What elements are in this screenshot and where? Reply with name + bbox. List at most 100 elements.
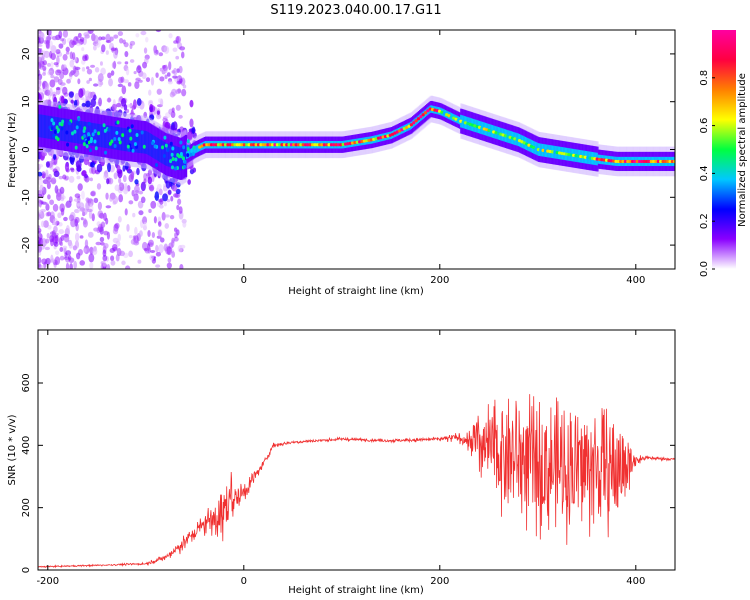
noise-blob: [93, 83, 99, 87]
ridge-core: [654, 159, 658, 164]
ridge-mid: [141, 130, 144, 154]
speckle-blob: [124, 161, 129, 170]
ridge-core: [233, 143, 237, 147]
speckle-blob: [192, 167, 197, 173]
noise-blob: [68, 72, 73, 77]
noise-blob: [38, 62, 42, 70]
ridge-left-blob: [113, 143, 117, 148]
speckle-blob: [38, 171, 43, 177]
ridge-core: [619, 159, 623, 164]
noise-blob: [110, 70, 115, 76]
noise-blob: [62, 30, 69, 38]
speckle-blob: [186, 131, 193, 141]
noise-blob: [164, 223, 170, 229]
ridge-core: [268, 143, 272, 147]
noise-blob: [166, 199, 171, 203]
ridge-mid: [157, 138, 161, 162]
ridge-core: [668, 159, 672, 164]
ridge-core: [353, 140, 357, 145]
noise-blob: [177, 198, 182, 205]
ridge-left-blob: [87, 140, 91, 145]
ridge-core: [202, 143, 207, 147]
ridge-core: [285, 143, 289, 147]
ridge-core: [228, 143, 232, 147]
noise-blob: [99, 213, 105, 219]
noise-blob: [53, 241, 59, 247]
noise-blob: [124, 208, 128, 216]
ridge-mid: [72, 119, 75, 143]
ridge-core: [656, 159, 660, 164]
ridge-left-blob: [61, 119, 65, 124]
ridge-core: [273, 143, 277, 147]
noise-blob: [158, 98, 162, 103]
noise-blob: [102, 249, 107, 257]
noise-blob: [38, 230, 41, 235]
speckle-blob: [38, 92, 41, 100]
ridge-mid: [95, 123, 98, 147]
noise-blob: [73, 65, 77, 74]
ridge-mid: [120, 127, 123, 151]
speckle-blob: [172, 121, 178, 131]
ridge-core: [550, 150, 555, 154]
noise-blob: [63, 216, 68, 222]
speckle-blob: [113, 111, 120, 118]
ridge-left-blob: [93, 139, 97, 144]
ridge-left-blob: [170, 152, 174, 157]
noise-blob: [171, 107, 175, 113]
noise-blob: [105, 50, 109, 55]
ridge-mid: [149, 133, 152, 157]
noise-blob: [171, 251, 176, 258]
ridge-core: [536, 147, 540, 152]
ridge-left-blob: [74, 145, 78, 150]
ridge-core: [332, 143, 336, 147]
ridge-mid: [67, 118, 70, 142]
noise-blob: [47, 62, 51, 67]
noise-blob: [83, 248, 87, 253]
ridge-mid: [76, 120, 80, 144]
ridge-left-blob: [56, 128, 60, 133]
ridge-left-blob: [108, 141, 112, 146]
noise-blob: [175, 104, 181, 111]
noise-blob: [77, 78, 81, 85]
ridge-core: [652, 159, 656, 164]
ridge-left-blob: [93, 129, 97, 134]
ridge-mid: [140, 130, 143, 154]
noise-blob: [45, 202, 49, 210]
ridge-core: [238, 143, 242, 147]
noise-blob: [38, 225, 41, 229]
y-tick-label: -10: [21, 189, 32, 205]
speckle-blob: [169, 128, 175, 136]
speckle-blob: [41, 151, 47, 157]
speckle-blob: [97, 156, 101, 161]
ridge-left-blob: [191, 152, 195, 157]
noise-blob: [44, 246, 50, 251]
speckle-blob: [95, 106, 100, 115]
noise-blob: [89, 177, 93, 182]
ridge-core: [597, 157, 602, 162]
speckle-blob: [116, 164, 121, 172]
ridge-core: [576, 154, 580, 158]
ridge-core: [303, 143, 308, 147]
noise-blob: [112, 200, 117, 205]
ridge-mid: [79, 120, 82, 144]
ridge-mid: [125, 128, 128, 152]
snr-y-label: SNR (10 * v/v): [7, 414, 18, 485]
ridge-left-blob: [177, 154, 181, 159]
colorbar-ticks: 0.0 0.2 0.4 0.6 0.8: [699, 70, 715, 277]
noise-blob: [128, 234, 133, 239]
ridge-mid: [69, 119, 72, 143]
noise-blob: [47, 194, 51, 200]
noise-blob: [84, 90, 91, 100]
ridge-mid: [143, 130, 147, 154]
noise-blob: [69, 263, 73, 269]
ridge-core: [308, 143, 312, 147]
noise-blob: [50, 148, 55, 158]
speckle-blob: [78, 88, 84, 98]
noise-blob: [38, 261, 41, 268]
ridge-mid: [85, 121, 88, 145]
noise-blob: [137, 79, 143, 83]
noise-blob: [62, 245, 68, 250]
ridge-core: [637, 159, 642, 164]
ridge-mid: [183, 145, 187, 169]
noise-blob: [121, 85, 127, 95]
